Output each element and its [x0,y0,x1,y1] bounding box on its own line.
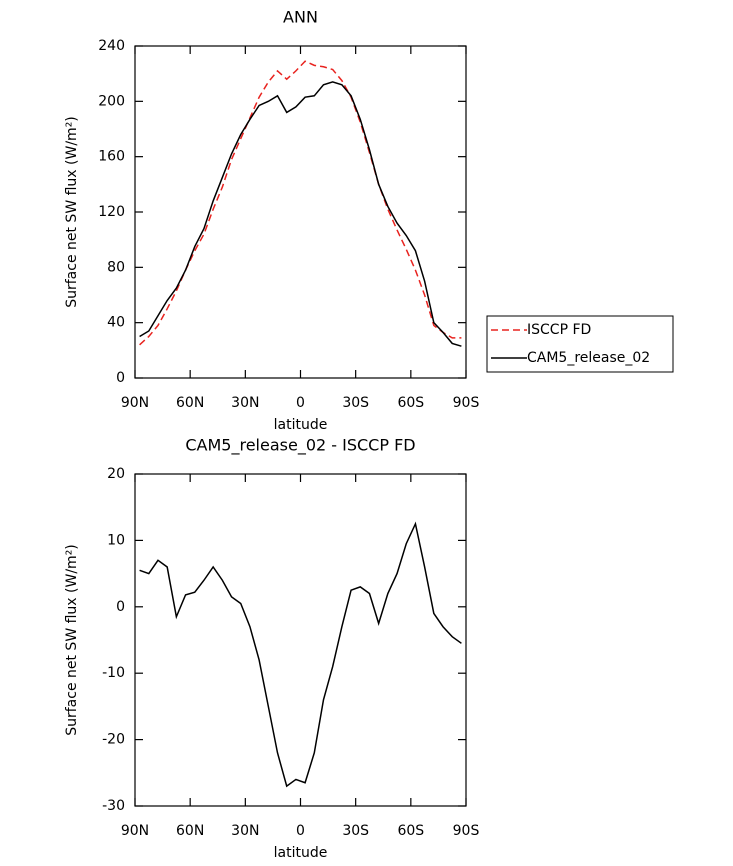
y-tick-label: 160 [98,149,125,165]
x-tick-label: 0 [296,395,305,411]
chart-title: CAM5_release_02 - ISCCP FD [185,436,415,456]
y-tick-label: -20 [102,732,125,748]
series-line [139,521,462,788]
series-line [139,81,462,347]
x-tick-label: 60N [176,395,204,411]
y-tick-label: 240 [98,38,125,54]
plot-frame [134,45,467,379]
y-axis-label: Surface net SW flux (W/m²) [64,544,80,736]
y-tick-label: 20 [107,466,125,482]
x-tick-label: 90S [453,823,480,839]
x-tick-label: 0 [296,823,305,839]
y-tick-label: 10 [107,532,125,548]
y-tick-label: 0 [116,599,125,615]
legend-label: CAM5_release_02 [527,350,650,366]
y-tick-label: 120 [98,204,125,220]
x-tick-label: 30S [342,823,369,839]
legend-label: ISCCP FD [527,322,591,338]
x-axis-label: latitude [274,417,328,433]
series-line [139,60,462,346]
x-tick-label: 90S [453,395,480,411]
y-axis-label: Surface net SW flux (W/m²) [64,116,80,308]
plot-frame [134,473,467,807]
x-tick-label: 60N [176,823,204,839]
x-tick-label: 90N [121,395,149,411]
chart-title: ANN [283,8,318,27]
y-tick-label: 40 [107,315,125,331]
y-tick-label: 200 [98,93,125,109]
legend-box [486,315,674,373]
y-tick-label: -30 [102,798,125,814]
x-tick-label: 30S [342,395,369,411]
x-tick-label: 30N [231,823,259,839]
y-tick-label: 0 [116,370,125,386]
y-tick-label: 80 [107,259,125,275]
x-axis-label: latitude [274,845,328,861]
x-tick-label: 90N [121,823,149,839]
x-tick-label: 60S [397,395,424,411]
y-tick-label: -10 [102,665,125,681]
x-tick-label: 60S [397,823,424,839]
x-tick-label: 30N [231,395,259,411]
